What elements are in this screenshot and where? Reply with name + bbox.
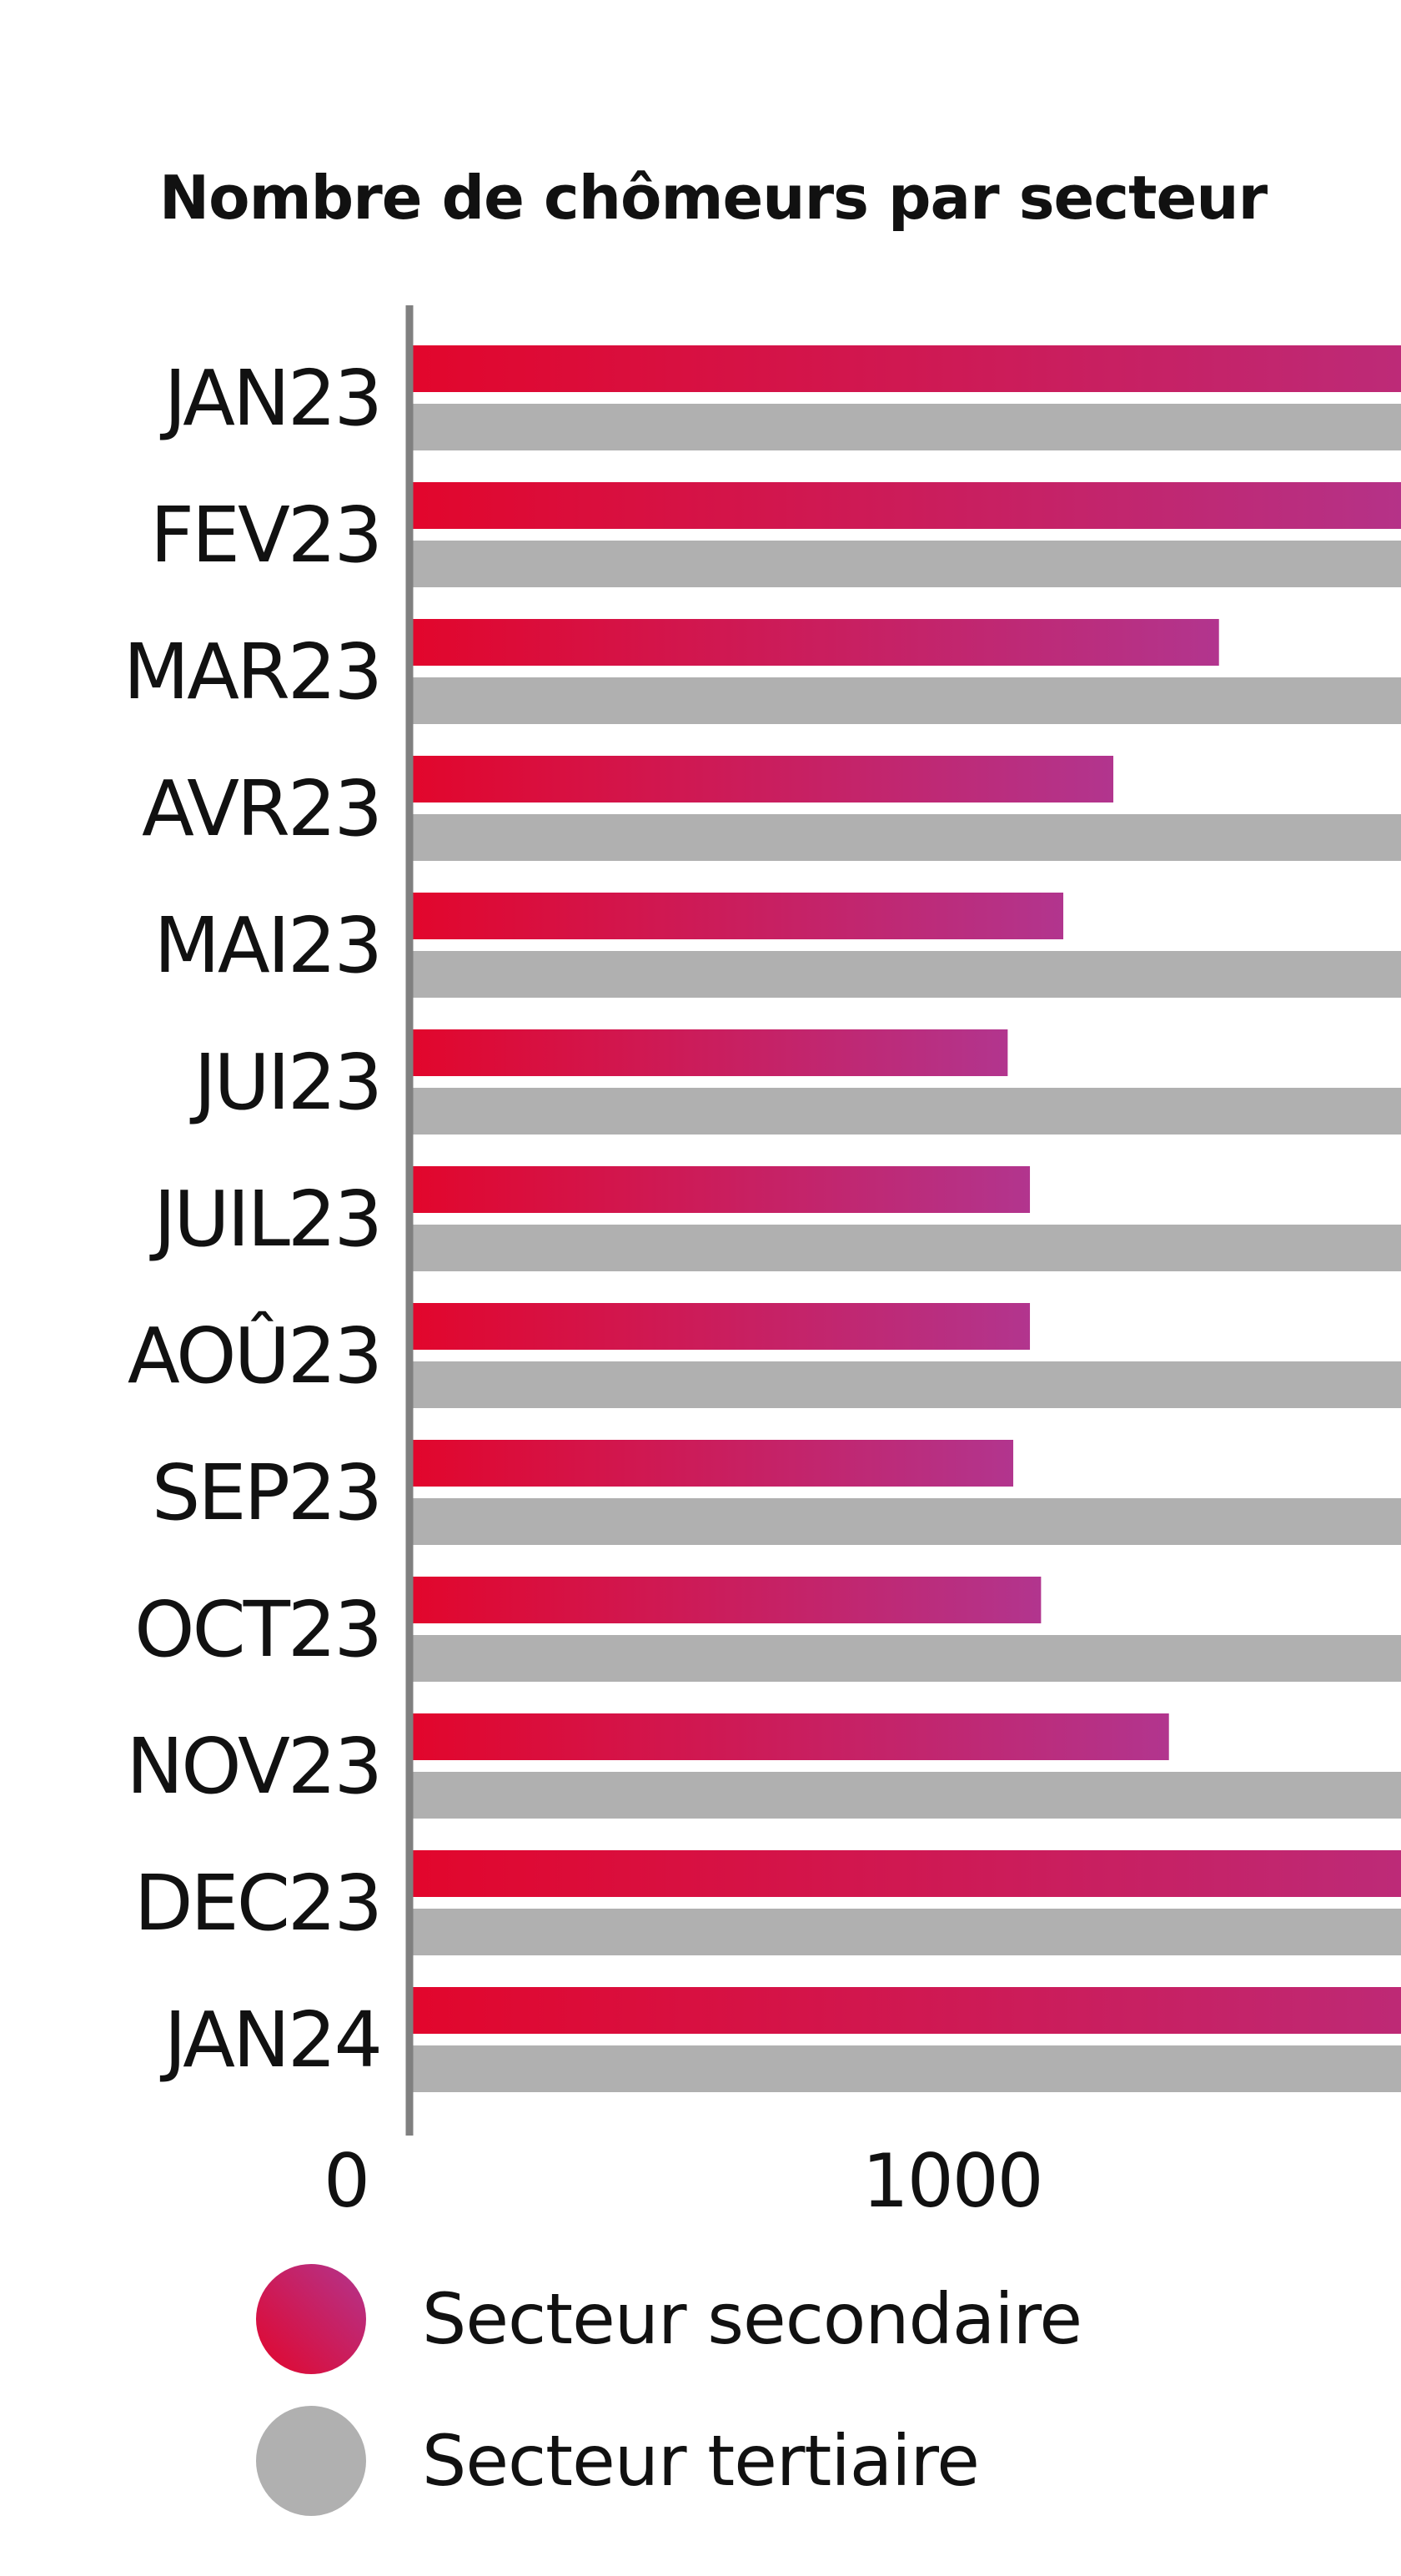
legend-label-secondary: Secteur secondaire <box>422 2278 1082 2360</box>
category-label-jui23: JUI23 <box>189 1038 380 1127</box>
bar-secondary-fev23 <box>413 482 1401 529</box>
bar-tertiary-aoû23 <box>413 1361 1401 1408</box>
bar-tertiary-sep23 <box>413 1498 1401 1545</box>
bar-secondary-juil23 <box>413 1166 1031 1213</box>
category-label-aoû23: AOÛ23 <box>128 1310 380 1401</box>
bar-secondary-avr23 <box>413 756 1114 802</box>
bar-secondary-jan24 <box>413 1987 1401 2034</box>
bar-tertiary-dec23 <box>413 1909 1401 1955</box>
bar-tertiary-mar23 <box>413 677 1401 724</box>
category-label-mar23: MAR23 <box>123 627 380 717</box>
x-tick-label-0: 0 <box>324 2138 369 2224</box>
x-tick-label-1000: 1000 <box>862 2138 1042 2224</box>
bar-secondary-mai23 <box>413 893 1064 939</box>
bar-secondary-jan23 <box>413 345 1401 392</box>
bar-tertiary-avr23 <box>413 814 1401 861</box>
bar-secondary-oct23 <box>413 1577 1042 1623</box>
category-label-dec23: DEC23 <box>134 1859 380 1948</box>
legend-marker-tertiary <box>256 2406 366 2516</box>
category-label-jan24: JAN24 <box>160 1995 380 2085</box>
chart-title: Nombre de chômeurs par secteur <box>159 163 1268 233</box>
bar-secondary-mar23 <box>413 619 1219 666</box>
category-label-mai23: MAI23 <box>153 901 380 990</box>
category-labels: JAN23 FEV23 MAR23 AVR23 MAI23 JUI23 JUIL23 AOÛ2… <box>123 354 383 2085</box>
bar-secondary-aoû23 <box>413 1303 1031 1350</box>
category-label-nov23: NOV23 <box>126 1722 380 1811</box>
legend: Secteur secondaire Secteur tertiaire <box>256 2264 1082 2516</box>
category-label-juil23: JUIL23 <box>149 1175 380 1264</box>
bar-secondary-nov23 <box>413 1713 1169 1760</box>
bar-tertiary-mai23 <box>413 951 1401 998</box>
category-label-jan23: JAN23 <box>160 354 380 443</box>
bar-secondary-sep23 <box>413 1440 1014 1487</box>
bar-tertiary-jan24 <box>413 2045 1401 2092</box>
category-label-fev23: FEV23 <box>150 491 380 580</box>
legend-label-tertiary: Secteur tertiaire <box>422 2420 979 2502</box>
legend-marker-secondary <box>256 2264 366 2374</box>
bar-tertiary-fev23 <box>413 541 1401 587</box>
bar-tertiary-juil23 <box>413 1225 1401 1271</box>
bar-secondary-jui23 <box>413 1029 1008 1076</box>
bar-secondary-dec23 <box>413 1850 1401 1897</box>
bar-tertiary-oct23 <box>413 1635 1401 1682</box>
category-label-sep23: SEP23 <box>152 1448 380 1537</box>
bars-group <box>413 345 1401 2092</box>
x-tick-labels: 0100020003000 <box>324 2138 1044 2224</box>
category-label-avr23: AVR23 <box>142 764 380 853</box>
bar-tertiary-jan23 <box>413 404 1401 450</box>
category-label-oct23: OCT23 <box>134 1585 380 1674</box>
bar-tertiary-jui23 <box>413 1088 1401 1135</box>
bar-tertiary-nov23 <box>413 1772 1401 1819</box>
